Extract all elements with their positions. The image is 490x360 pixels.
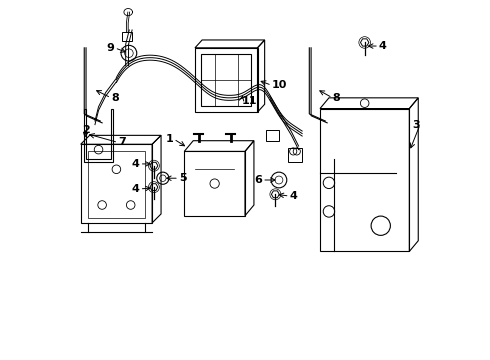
Text: 4: 4 xyxy=(290,191,297,201)
Text: 4: 4 xyxy=(379,41,387,51)
Text: 4: 4 xyxy=(132,184,140,194)
Text: 8: 8 xyxy=(111,93,119,103)
Text: 5: 5 xyxy=(179,173,187,183)
Text: 9: 9 xyxy=(107,43,115,53)
Text: 8: 8 xyxy=(333,93,340,103)
Bar xyxy=(267,130,279,141)
Text: 4: 4 xyxy=(132,159,140,169)
Bar xyxy=(122,32,132,41)
Text: 11: 11 xyxy=(242,96,257,107)
Text: 6: 6 xyxy=(254,175,262,185)
Text: 10: 10 xyxy=(272,80,287,90)
Text: 1: 1 xyxy=(166,134,173,144)
Text: 2: 2 xyxy=(82,125,90,135)
Bar xyxy=(288,148,302,162)
Text: 7: 7 xyxy=(118,138,126,148)
Text: 3: 3 xyxy=(413,120,420,130)
